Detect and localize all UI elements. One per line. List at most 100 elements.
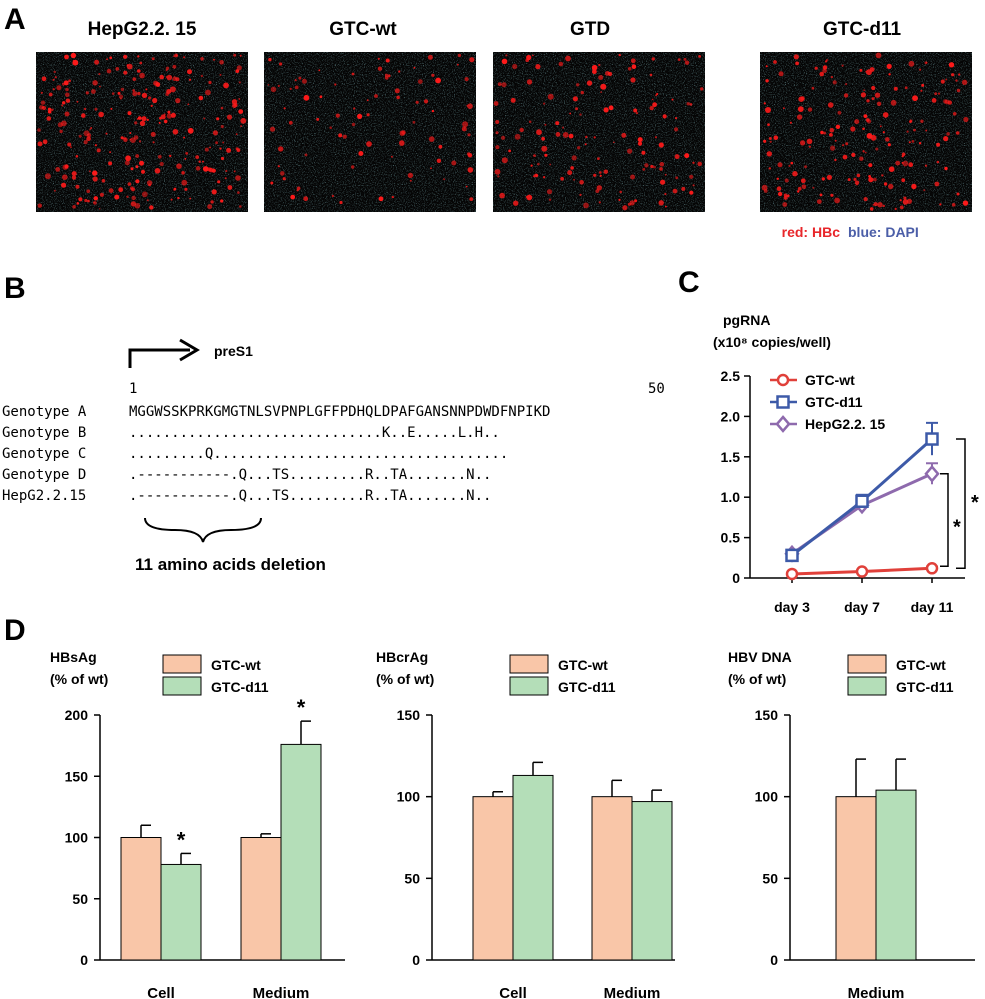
significance-star: * (953, 516, 961, 538)
alignment-row-seq: .........Q..............................… (129, 446, 508, 462)
hbv-dna-bar-chart: HBV DNA (% of wt) 0 50 100 150 Medium GTC-wt GTC… (728, 649, 975, 999)
legend-label: GTC-d11 (211, 679, 269, 695)
y-axis-label: (% of wt) (376, 671, 434, 687)
position-start: 1 (129, 381, 137, 397)
legend-marker (776, 395, 790, 409)
legend-label: GTC-wt (805, 372, 855, 388)
chart-title: HBV DNA (728, 649, 792, 665)
legend-swatch (509, 676, 549, 696)
image-title-gtc-wt: GTC-wt (329, 19, 397, 40)
bar-gtc-d11 (280, 743, 322, 961)
x-tick-label: Medium (848, 985, 905, 999)
y-axis-label: (% of wt) (728, 671, 786, 687)
micrograph-gtc-wt (264, 52, 476, 212)
bar-gtc-wt (120, 837, 162, 961)
significance-bracket (956, 438, 966, 570)
legend-swatch (847, 676, 887, 696)
alignment-row-name: Genotype C (2, 446, 86, 462)
alignment-row-seq: .-----------.Q...TS.........R..TA.......… (129, 467, 491, 483)
bar-gtc-wt (240, 837, 282, 961)
image-title-gtd: GTD (570, 19, 610, 40)
deletion-label: 11 amino acids deletion (135, 555, 326, 574)
x-tick-label: Cell (147, 985, 175, 999)
legend-label: GTC-d11 (558, 679, 616, 695)
significance-star: * (177, 827, 186, 852)
bar-gtc-wt (472, 796, 514, 961)
data-point (785, 567, 799, 581)
legend-red-hbc: red: HBc (782, 224, 841, 240)
micrograph-hepg2 (36, 52, 248, 212)
y-tick-label: 100 (65, 830, 89, 846)
y-tick-label: 150 (755, 707, 779, 723)
y-tick-label: 50 (762, 870, 778, 886)
y-tick-label: 0 (80, 952, 88, 968)
y-tick-label: 150 (65, 768, 89, 784)
y-tick-label: 200 (65, 707, 89, 723)
panel-label-d: D (4, 614, 26, 647)
pres1-label: preS1 (214, 343, 253, 359)
y-tick-label: 100 (755, 789, 779, 805)
data-point (855, 494, 869, 508)
data-point (924, 464, 940, 483)
x-tick-label: Medium (604, 985, 661, 999)
significance-bracket (940, 473, 949, 568)
legend-label: GTC-wt (896, 657, 946, 673)
y-axis-label: (% of wt) (50, 671, 108, 687)
legend-label: GTC-d11 (805, 394, 863, 410)
legend-marker (775, 415, 791, 433)
position-end: 50 (648, 381, 665, 397)
x-tick-label: day 7 (844, 599, 880, 615)
y-tick-label: 0 (732, 570, 740, 586)
panel-label-c: C (678, 266, 700, 299)
pgrna-line-chart: pgRNA (x10⁸ copies/well) 0 0.5 1.0 1.5 2.0 2.5 d… (713, 312, 979, 615)
bar-gtc-d11 (631, 801, 673, 961)
alignment-row-seq: ..............................K..E.....L… (129, 425, 500, 441)
data-point (855, 565, 869, 578)
bar-gtc-wt (591, 796, 633, 961)
y-axis-label: (x10⁸ copies/well) (713, 334, 831, 350)
panel-label-b: B (4, 272, 26, 305)
data-point (925, 432, 939, 446)
alignment-row-name: Genotype D (2, 467, 86, 483)
legend-swatch (162, 654, 202, 674)
y-tick-label: 2.0 (721, 408, 741, 424)
alignment-row-name: Genotype B (2, 425, 86, 441)
y-tick-label: 100 (397, 789, 421, 805)
micrograph-gtd (493, 52, 705, 212)
y-tick-label: 0 (770, 952, 778, 968)
alignment-row-name: HepG2.2.15 (2, 488, 86, 504)
legend-label: GTC-wt (558, 657, 608, 673)
x-tick-label: Cell (499, 985, 527, 999)
alignment-row-seq: .-----------.Q...TS.........R..TA.......… (129, 488, 491, 504)
significance-star: * (971, 492, 979, 514)
alignment-row-seq: MGGWSSKPRKGMGTNLSVPNPLGFFPDHQLDPAFGANSNN… (129, 404, 550, 420)
legend-label: GTC-wt (211, 657, 261, 673)
legend-swatch (847, 654, 887, 674)
image-title-hepg2: HepG2.2. 15 (88, 19, 197, 40)
legend-label: HepG2.2. 15 (805, 416, 885, 432)
y-tick-label: 50 (72, 891, 88, 907)
legend-swatch (162, 676, 202, 696)
y-tick-label: 0 (412, 952, 420, 968)
alignment-row-name: Genotype A (2, 404, 87, 420)
micrograph-gtc-d11 (760, 52, 972, 212)
y-tick-label: 2.5 (721, 368, 741, 384)
y-tick-label: 1.0 (721, 489, 741, 505)
presi-arrow-icon (128, 338, 200, 368)
panel-label-a: A (4, 3, 26, 36)
x-tick-label: Medium (253, 985, 310, 999)
y-tick-label: 0.5 (721, 530, 741, 546)
bar-gtc-wt (835, 796, 877, 961)
bar-gtc-d11 (512, 774, 554, 961)
hbsag-bar-chart: HBsAg (% of wt) 0 50 100 150 200 Cell * Medium * GT… (50, 649, 345, 999)
data-point (925, 562, 939, 575)
chart-title: pgRNA (723, 312, 770, 328)
legend-marker (776, 373, 790, 387)
chart-title: HBsAg (50, 649, 97, 665)
legend-swatch (509, 654, 549, 674)
bar-gtc-d11 (875, 789, 917, 961)
hbcrag-bar-chart: HBcrAg (% of wt) 0 50 100 150 Cell Medium GTC-wt… (376, 649, 675, 999)
bar-gtc-d11 (160, 863, 202, 961)
significance-star: * (297, 695, 306, 720)
